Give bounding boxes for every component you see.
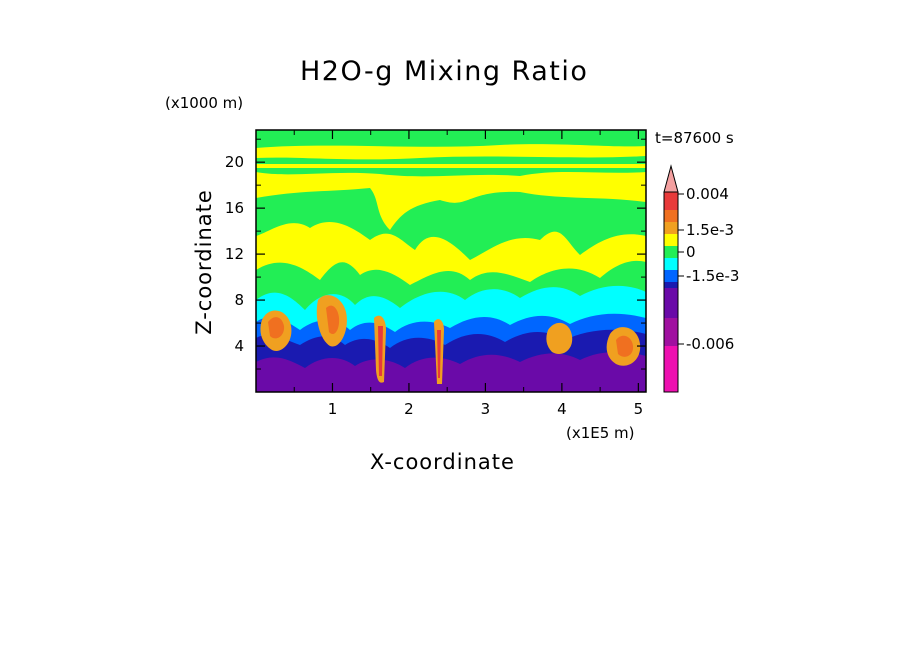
field-yellow-strip-2	[256, 164, 646, 168]
field-yellow-strip-1	[256, 144, 646, 160]
plume-4-core	[437, 330, 441, 378]
plume-3-core	[378, 326, 383, 376]
colorbar-label: 1.5e-3	[686, 221, 734, 239]
colorbar-segment	[664, 318, 678, 346]
x-tick-label: 3	[481, 400, 491, 418]
x-tick-label: 1	[328, 400, 338, 418]
colorbar-overflow-arrow	[663, 164, 679, 193]
colorbar-segment	[664, 282, 678, 288]
colorbar: 0.004 1.5e-3 0 -1.5e-3 -0.006	[663, 164, 739, 393]
colorbar-label: 0.004	[686, 185, 729, 203]
colorbar-segment	[664, 270, 678, 282]
colorbar-label: 0	[686, 243, 696, 261]
y-tick-label: 8	[234, 291, 244, 309]
y-axis-unit: (x1000 m)	[165, 94, 244, 112]
contour-field	[256, 130, 646, 392]
plume-1-core	[268, 317, 285, 339]
plume-5	[546, 322, 573, 355]
plume-6-core	[616, 335, 634, 357]
colorbar-segment	[664, 222, 678, 234]
colorbar-segment	[664, 246, 678, 258]
colorbar-frame	[663, 191, 679, 393]
colorbar-segment	[664, 234, 678, 246]
field-band-purple	[256, 351, 646, 392]
plume-2-core	[326, 305, 340, 335]
x-axis-ticks: 1 2 3 4 5	[293, 130, 644, 418]
y-tick-label: 4	[234, 337, 244, 355]
y-tick-label: 12	[225, 245, 244, 263]
colorbar-segment	[664, 210, 678, 222]
x-axis-label: X-coordinate	[370, 450, 515, 474]
y-tick-label: 16	[225, 199, 244, 217]
field-band-16km	[256, 188, 646, 260]
x-tick-label: 4	[557, 400, 567, 418]
y-tick-label: 20	[225, 153, 244, 171]
colorbar-segment	[664, 192, 678, 210]
y-axis-ticks: 4 8 12 16 20	[225, 138, 646, 370]
x-tick-label: 2	[404, 400, 414, 418]
time-label: t=87600 s	[655, 129, 734, 147]
colorbar-label: -1.5e-3	[686, 267, 739, 285]
plot-frame	[255, 129, 647, 393]
colorbar-segment	[664, 258, 678, 270]
x-tick-label: 5	[634, 400, 644, 418]
x-axis-unit: (x1E5 m)	[566, 424, 635, 442]
colorbar-segment	[664, 288, 678, 318]
colorbar-segment	[664, 346, 678, 392]
colorbar-label: -0.006	[686, 335, 734, 353]
chart-title: H2O-g Mixing Ratio	[300, 56, 589, 87]
